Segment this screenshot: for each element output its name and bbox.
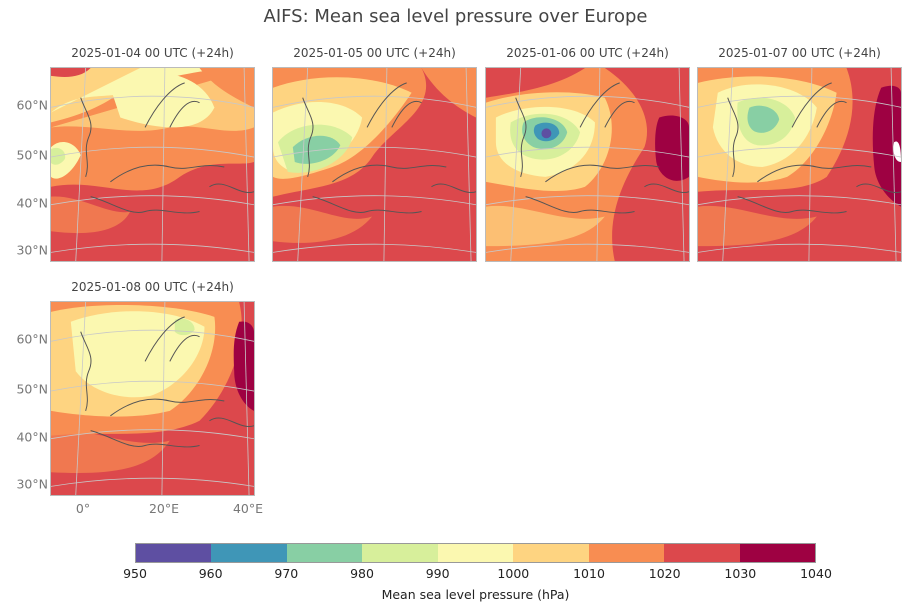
colorbar-segment bbox=[362, 544, 438, 562]
graticule bbox=[698, 68, 901, 261]
coastlines bbox=[515, 82, 689, 214]
colorbar-tick: 970 bbox=[274, 566, 299, 581]
graticule bbox=[51, 302, 254, 495]
longitude-axis: 0° 20°E 40°E bbox=[50, 501, 263, 521]
pressure-map bbox=[50, 67, 255, 262]
colorbar-tick: 1000 bbox=[497, 566, 530, 581]
map-panel-3: 2025-01-06 00 UTC (+24h) bbox=[485, 46, 690, 262]
colorbar-tick: 1020 bbox=[648, 566, 681, 581]
coastlines bbox=[80, 316, 254, 448]
lon-tick: 40°E bbox=[232, 501, 264, 516]
map-panel-1: 2025-01-04 00 UTC (+24h) 60°N 50°N 40°N … bbox=[16, 46, 255, 262]
colorbar-label: Mean sea level pressure (hPa) bbox=[381, 587, 570, 602]
pressure-map bbox=[50, 301, 255, 496]
colorbar-tick: 960 bbox=[198, 566, 223, 581]
latitude-axis: 60°N 50°N 40°N 30°N bbox=[4, 67, 48, 262]
lat-tick: 30°N bbox=[16, 242, 48, 258]
colorbar-segment bbox=[211, 544, 287, 562]
graticule bbox=[486, 68, 689, 261]
colorbar-segment bbox=[286, 544, 363, 562]
colorbar-tick: 1010 bbox=[573, 566, 605, 581]
colorbar-tick: 1030 bbox=[724, 566, 757, 581]
panel-title: 2025-01-08 00 UTC (+24h) bbox=[71, 280, 234, 294]
coastlines bbox=[302, 82, 476, 214]
panel-title: 2025-01-04 00 UTC (+24h) bbox=[71, 46, 234, 60]
panel-title: 2025-01-05 00 UTC (+24h) bbox=[293, 46, 456, 60]
map-panel-2: 2025-01-05 00 UTC (+24h) bbox=[272, 46, 477, 262]
panel-title: 2025-01-06 00 UTC (+24h) bbox=[506, 46, 669, 60]
latitude-axis: 60°N 50°N 40°N 30°N bbox=[4, 301, 48, 496]
lon-tick: 0° bbox=[75, 501, 91, 516]
colorbar-segment bbox=[664, 544, 740, 562]
colorbar-segment bbox=[437, 544, 514, 562]
coastlines bbox=[727, 82, 901, 214]
lat-tick: 60°N bbox=[16, 331, 48, 347]
pressure-map bbox=[697, 67, 902, 262]
colorbar-segment bbox=[136, 544, 212, 562]
lon-tick: 20°E bbox=[148, 501, 180, 516]
pressure-map bbox=[272, 67, 477, 262]
colorbar bbox=[135, 543, 816, 563]
map-panel-5: 2025-01-08 00 UTC (+24h) 60°N 50°N 40°N … bbox=[16, 280, 263, 516]
colorbar-tick: 980 bbox=[350, 566, 374, 581]
lat-tick: 30°N bbox=[16, 476, 48, 492]
panel-title: 2025-01-07 00 UTC (+24h) bbox=[718, 46, 881, 60]
graticule bbox=[51, 68, 254, 261]
coastlines bbox=[80, 82, 254, 214]
lat-tick: 40°N bbox=[16, 429, 48, 445]
colorbar-tick: 990 bbox=[425, 566, 450, 581]
map-panel-4: 2025-01-07 00 UTC (+24h) bbox=[697, 46, 902, 262]
pressure-map bbox=[485, 67, 690, 262]
lat-tick: 40°N bbox=[16, 195, 48, 211]
figure-title: AIFS: Mean sea level pressure over Europ… bbox=[263, 6, 648, 27]
colorbar-segment bbox=[513, 544, 589, 562]
colorbar-segment bbox=[588, 544, 665, 562]
lat-tick: 60°N bbox=[16, 97, 48, 113]
lat-tick: 50°N bbox=[16, 147, 48, 163]
colorbar-ticks: 950 960 970 980 990 1000 1010 1020 1030 1040 bbox=[123, 566, 832, 582]
colorbar-tick: 1040 bbox=[800, 566, 832, 581]
colorbar-segment bbox=[739, 544, 815, 562]
colorbar-tick: 950 bbox=[123, 566, 147, 581]
lat-tick: 50°N bbox=[16, 381, 48, 397]
graticule bbox=[273, 68, 476, 261]
